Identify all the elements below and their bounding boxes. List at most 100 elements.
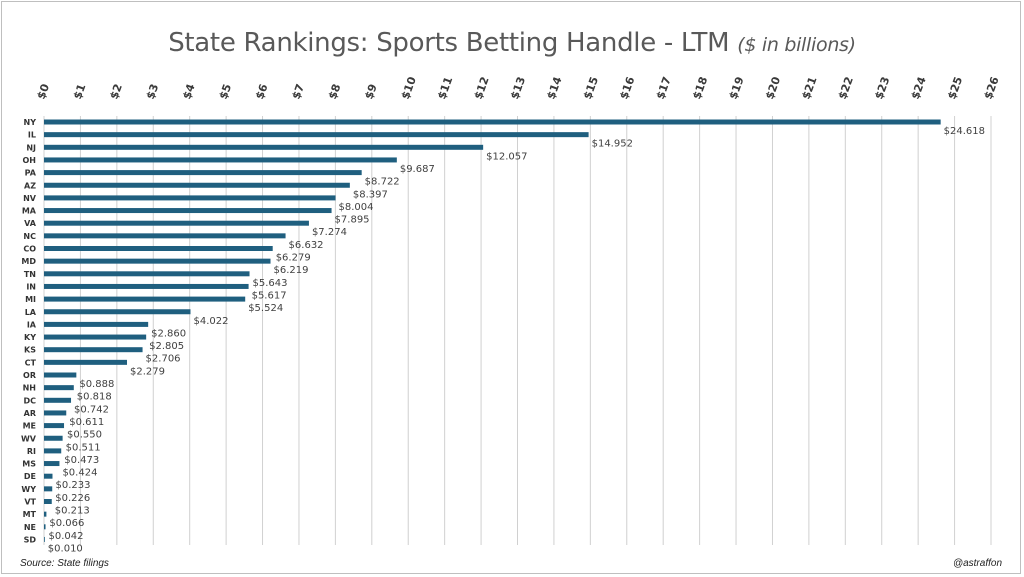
x-tick-label: $13 [508,75,528,101]
data-label: $0.818 [77,392,112,403]
data-label: $0.550 [67,430,102,441]
bar [44,233,286,239]
bar [44,347,143,353]
bar [44,524,46,530]
x-tick-label: $6 [253,82,271,101]
x-tick-label: $23 [872,75,892,101]
category-label: VT [24,498,36,507]
x-tick-label: $19 [727,75,747,101]
bar [44,359,128,365]
bar [44,271,250,277]
data-label: $12.057 [486,151,527,162]
category-label: OH [23,156,37,165]
bar [44,461,60,467]
x-tick-label: $9 [362,82,379,101]
bar [44,473,53,479]
x-tick-label: $0 [35,82,53,101]
category-label: PA [25,169,37,178]
data-label: $6.219 [274,265,309,276]
bar [44,536,45,542]
bar [44,397,72,403]
x-tick-label: $5 [217,82,234,101]
x-tick-label: $8 [326,82,343,101]
category-label: ME [23,422,36,431]
x-tick-label: $26 [982,75,1002,101]
bar [44,372,77,378]
data-label: $2.279 [130,366,165,377]
x-tick-label: $2 [107,82,124,101]
bar [44,448,62,454]
category-label: MS [22,460,36,469]
data-label: $5.643 [253,278,288,289]
chart-title: State Rankings: Sports Betting Handle - … [0,28,1024,58]
category-label: NJ [26,143,36,152]
x-tick-label: $3 [144,82,161,101]
data-label: $7.895 [335,215,370,226]
chart-title-main: State Rankings: Sports Betting Handle - … [168,28,730,58]
x-tick-label: $1 [71,82,88,101]
data-label: $0.042 [49,531,84,542]
category-label: DE [24,472,36,481]
category-label: NH [23,384,36,393]
category-label: NE [24,523,36,532]
category-label: TN [24,270,36,279]
x-tick-label: $25 [945,75,965,101]
data-label: $0.424 [62,468,97,479]
data-label: $0.010 [48,543,83,554]
data-label: $0.511 [66,442,101,453]
bar [44,195,336,201]
data-label: $2.805 [149,341,184,352]
category-label: RI [27,447,36,456]
x-tick-label: $4 [180,82,198,101]
data-label: $0.742 [74,404,109,415]
bar [44,511,47,517]
x-tick-label: $17 [654,75,674,101]
data-label: $6.279 [276,253,311,264]
bar [44,144,484,150]
data-label: $5.524 [248,303,283,314]
data-label: $0.233 [55,480,90,491]
x-tick-label: $24 [909,75,929,101]
chart-subtitle: ($ in billions) [737,34,856,56]
data-label: $7.274 [312,227,347,238]
data-label: $6.632 [289,240,324,251]
bar [44,283,249,289]
bar [44,119,941,125]
data-label: $0.226 [55,493,90,504]
category-label: NC [23,232,36,241]
bar [44,246,273,251]
source-note: Source: State filings [20,558,109,569]
category-label: KS [24,346,36,355]
data-label: $24.618 [944,126,985,137]
x-tick-label: $18 [690,75,710,101]
bar [44,334,147,340]
bar [44,182,350,188]
x-tick-label: $10 [399,75,419,101]
data-label: $8.004 [339,202,374,213]
category-label: AZ [24,181,36,190]
data-label: $0.611 [69,417,104,428]
category-label: MI [25,295,36,304]
data-label: $0.066 [49,518,84,529]
bar [44,220,309,226]
category-label: IL [28,131,36,140]
bar [44,208,332,214]
bar [44,423,65,429]
category-label: CT [25,358,37,367]
bar [44,321,149,327]
category-label: WV [21,434,37,443]
x-tick-label: $16 [617,75,637,101]
data-label: $8.722 [365,177,400,188]
bar [44,486,53,492]
bar [44,410,67,416]
data-label: $9.687 [400,164,435,175]
category-label: IA [27,320,37,329]
data-label: $4.022 [193,316,228,327]
x-tick-label: $7 [290,82,307,101]
bar [44,385,74,391]
bar [44,435,63,441]
x-tick-label: $22 [836,75,856,101]
category-label: OR [23,371,36,380]
data-label: $8.397 [353,189,388,200]
data-label: $2.706 [146,354,181,365]
